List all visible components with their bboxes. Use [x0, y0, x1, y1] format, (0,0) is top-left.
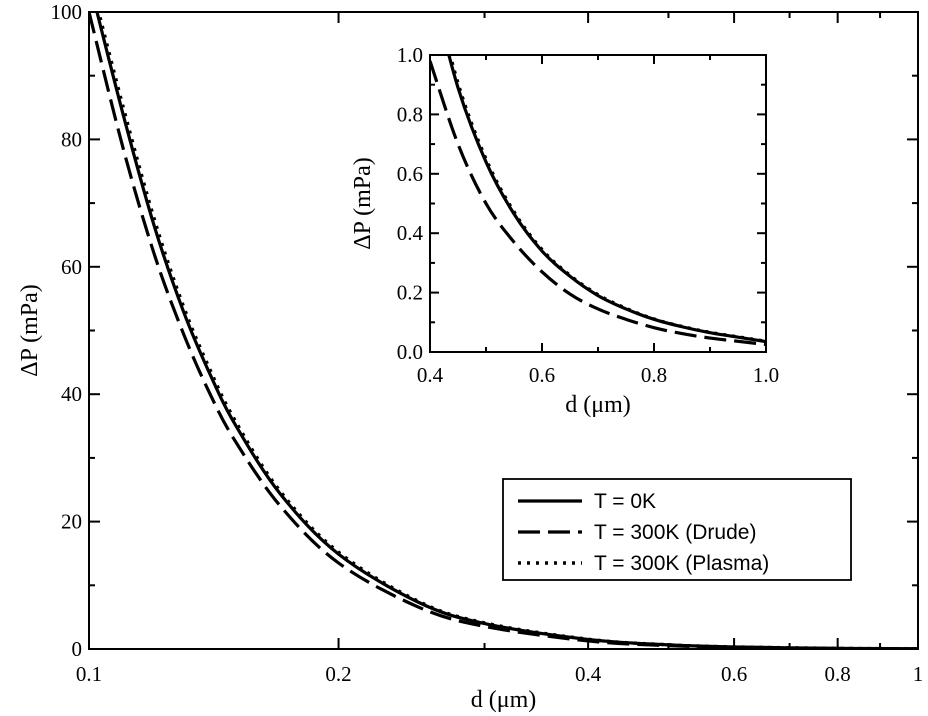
legend-label: T = 0K	[594, 490, 656, 513]
x-tick-label: 1.0	[753, 363, 779, 387]
y-tick-label: 0.6	[397, 162, 423, 186]
x-tick-label: 0.8	[825, 662, 851, 686]
inset-background	[428, 55, 766, 353]
legend-box	[502, 478, 852, 581]
y-tick-label: 20	[61, 510, 82, 534]
series-group	[89, 12, 918, 649]
y-tick-label: 40	[61, 382, 82, 406]
x-tick-label: 0.6	[721, 662, 747, 686]
y-tick-label: 1.0	[397, 43, 423, 67]
x-tick-label: 0.4	[575, 662, 602, 686]
y-tick-label: 100	[51, 0, 83, 24]
y-axis-label: ΔP (mPa)	[350, 157, 376, 250]
x-tick-label: 0.2	[325, 662, 351, 686]
x-axis-label: d (μm)	[565, 392, 631, 418]
series-line-solid	[447, 55, 766, 344]
x-tick-label: 0.4	[417, 363, 444, 387]
y-tick-label: 80	[61, 127, 82, 151]
x-axis-label: d (μm)	[471, 687, 537, 713]
x-tick-label: 0.8	[641, 363, 667, 387]
series-line-dotted	[96, 12, 918, 649]
y-tick-label: 0	[72, 637, 83, 661]
x-tick-label: 0.6	[529, 363, 555, 387]
y-axis-label: ΔP (mPa)	[17, 284, 43, 377]
legend-label: T = 300K (Plasma)	[594, 552, 769, 575]
x-tick-label: 0.1	[76, 662, 102, 686]
inset-plot: 0.4 0.6 0.8 1.0 0.0 0.2 0.4 0.6 0.8 1.0 d (μm) ΔP (…	[350, 43, 779, 418]
legend: T = 0K T = 300K (Drude) T = 300K (Plasma)	[502, 478, 852, 581]
y-tick-label: 0.2	[397, 281, 423, 305]
y-tick-label: 60	[61, 255, 82, 279]
y-tick-label: 0.4	[397, 221, 424, 245]
series-group	[430, 55, 766, 347]
legend-label: T = 300K (Drude)	[594, 521, 756, 544]
series-line-dashed	[89, 12, 918, 649]
y-tick-label: 0.0	[397, 340, 423, 364]
y-tick-label: 0.8	[397, 102, 423, 126]
main-plot: 0.1 0.2 0.4 0.6 0.8 1 0 20 40 60 80 100 d (μm) ΔP (mP…	[17, 0, 923, 713]
series-line-dashed	[430, 60, 766, 347]
x-tick-label: 1	[913, 662, 924, 686]
